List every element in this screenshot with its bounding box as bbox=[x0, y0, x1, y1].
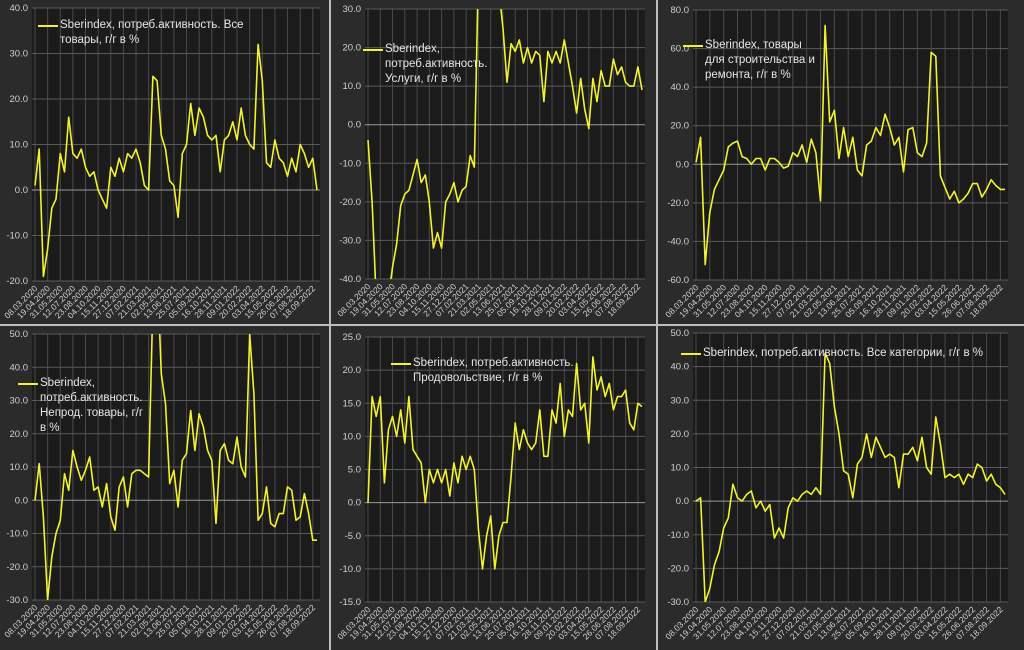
y-tick-label: 40.0 bbox=[10, 362, 29, 373]
y-tick-label: -40.0 bbox=[339, 274, 361, 285]
y-tick-label: 0.0 bbox=[348, 498, 361, 509]
chart-svg: 40.030.020.010.00.0-10.0-20.008.03.20201… bbox=[2, 3, 320, 320]
legend-swatch-icon bbox=[363, 49, 383, 51]
y-tick-label: 10.0 bbox=[10, 140, 29, 151]
y-tick-label: -15.0 bbox=[339, 597, 361, 608]
chart-panel-6: 50.0 40.0 30.0 20.0 10.0 0.0 -10.0 -20.0 -30.0 08… bbox=[658, 326, 1024, 650]
y-tick-label: 10.0 bbox=[343, 431, 362, 442]
y-tick-label: 80.0 bbox=[671, 5, 690, 16]
chart-svg: 50.040.030.020.010.00.0-10.0-20.0-30.008… bbox=[2, 329, 320, 639]
y-tick-label: 15.0 bbox=[343, 398, 362, 409]
y-tick-label: -5.0 bbox=[345, 531, 361, 542]
chart-panel-1: 40.0 30.0 20.0 10.0 0.0 -10.0 -20.0 08.03.2020 1… bbox=[0, 0, 329, 324]
y-tick-label: 20.0 bbox=[671, 429, 690, 440]
y-tick-label: -20.0 bbox=[667, 198, 689, 209]
legend: Sberindex, потреб.активность. Услуги, г/… bbox=[363, 42, 515, 87]
y-tick-label: -40.0 bbox=[667, 236, 689, 247]
y-tick-label: -20.0 bbox=[6, 276, 28, 287]
y-tick-label: 0.0 bbox=[676, 496, 689, 507]
y-tick-label: 40.0 bbox=[671, 82, 690, 93]
chart-panel-4: 50.0 40.0 30.0 20.0 10.0 0.0 -10.0 -20.0 -30.0 08… bbox=[0, 326, 329, 650]
chart-panel-3: 80.0 60.0 40.0 20.0 0.0 -20.0 -40.0 -60.0 08.03.… bbox=[658, 0, 1024, 324]
y-tick-label: 0.0 bbox=[15, 495, 28, 506]
chart-svg: 25.020.015.010.05.00.0-5.0-10.0-15.008.0… bbox=[335, 332, 645, 641]
legend-swatch-icon bbox=[681, 353, 701, 355]
legend-label: Sberindex, товары для строительства и ре… bbox=[705, 39, 815, 81]
legend: Sberindex, потреб.активность. Непрод. то… bbox=[18, 376, 150, 436]
series-line bbox=[367, 356, 643, 570]
series-line bbox=[695, 352, 1006, 602]
legend: Sberindex, потреб.активность. Все товары… bbox=[38, 18, 270, 48]
legend-swatch-icon bbox=[683, 45, 703, 47]
y-tick-label: -10.0 bbox=[667, 530, 689, 541]
y-tick-label: -60.0 bbox=[667, 275, 689, 286]
y-tick-label: -20.0 bbox=[6, 562, 28, 573]
y-tick-label: 30.0 bbox=[343, 4, 362, 15]
chart-svg: 80.060.040.020.00.0-20.0-40.0-60.008.03.… bbox=[663, 5, 1008, 319]
y-tick-label: -10.0 bbox=[6, 529, 28, 540]
legend-label: Sberindex, потреб.активность. Непрод. то… bbox=[40, 377, 144, 434]
y-tick-label: 40.0 bbox=[10, 3, 29, 14]
y-tick-label: 5.0 bbox=[348, 465, 361, 476]
y-tick-label: -10.0 bbox=[6, 231, 28, 242]
legend: Sberindex, товары для строительства и ре… bbox=[683, 38, 815, 83]
y-tick-label: -20.0 bbox=[339, 197, 361, 208]
chart-panel-2: 30.0 20.0 10.0 0.0 -10.0 -20.0 -30.0 -40.0 08.03… bbox=[331, 0, 656, 324]
chart-panel-5: 25.0 20.0 15.0 10.0 5.0 0.0 -5.0 -10.0 -15.0 08.0… bbox=[331, 326, 656, 650]
legend-swatch-icon bbox=[18, 383, 38, 385]
y-tick-label: 60.0 bbox=[671, 44, 690, 55]
legend-label: Sberindex, потреб.активность. Услуги, г/… bbox=[385, 43, 488, 85]
y-tick-label: 20.0 bbox=[343, 365, 362, 376]
y-tick-label: 20.0 bbox=[10, 94, 29, 105]
series-line bbox=[34, 334, 317, 600]
y-tick-label: -20.0 bbox=[667, 563, 689, 574]
y-tick-label: -10.0 bbox=[339, 564, 361, 575]
y-tick-label: 10.0 bbox=[343, 81, 362, 92]
y-tick-label: 50.0 bbox=[10, 329, 29, 340]
legend: Sberindex, потреб.активность. Продовольс… bbox=[391, 356, 613, 386]
chart-svg: 50.040.030.020.010.00.0-10.0-20.0-30.008… bbox=[663, 328, 1008, 641]
y-tick-label: 30.0 bbox=[10, 49, 29, 60]
y-tick-label: 20.0 bbox=[10, 429, 29, 440]
y-tick-label: 0.0 bbox=[676, 159, 689, 170]
y-tick-label: 30.0 bbox=[671, 395, 690, 406]
legend-swatch-icon bbox=[391, 363, 411, 365]
legend: Sberindex, потреб.активность. Все катего… bbox=[681, 346, 1003, 361]
y-tick-label: -30.0 bbox=[339, 235, 361, 246]
legend-label: Sberindex, потреб.активность. Все товары… bbox=[60, 19, 244, 46]
legend-label: Sberindex, потреб.активность. Все катего… bbox=[703, 347, 984, 359]
y-tick-label: 40.0 bbox=[671, 362, 690, 373]
y-tick-label: 20.0 bbox=[671, 121, 690, 132]
y-tick-label: 10.0 bbox=[10, 462, 29, 473]
series-line bbox=[34, 43, 318, 278]
series-line bbox=[695, 24, 1005, 266]
y-tick-label: 0.0 bbox=[348, 120, 361, 131]
y-tick-label: 50.0 bbox=[671, 328, 690, 339]
legend-label: Sberindex, потреб.активность. Продовольс… bbox=[413, 357, 574, 384]
series-line bbox=[367, 9, 643, 279]
y-tick-label: 30.0 bbox=[10, 396, 29, 407]
y-tick-label: 20.0 bbox=[343, 43, 362, 54]
legend-swatch-icon bbox=[38, 25, 58, 27]
y-tick-label: 25.0 bbox=[343, 332, 362, 343]
y-tick-label: 10.0 bbox=[671, 463, 690, 474]
y-tick-label: -30.0 bbox=[667, 597, 689, 608]
y-tick-label: -10.0 bbox=[339, 158, 361, 169]
chart-svg: 30.020.010.00.0-10.0-20.0-30.0-40.008.03… bbox=[335, 4, 645, 318]
y-tick-label: 0.0 bbox=[15, 185, 28, 196]
y-tick-label: -30.0 bbox=[6, 595, 28, 606]
